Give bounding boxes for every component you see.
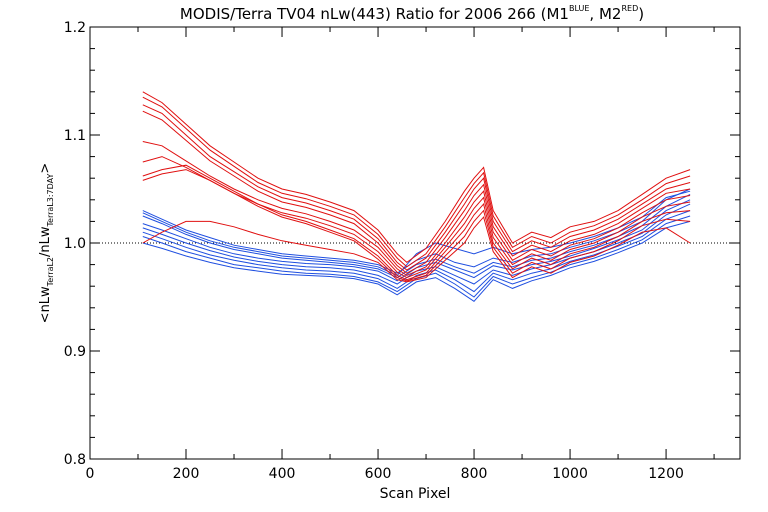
series-layer	[142, 91, 691, 302]
x-tick-label-2: 400	[269, 466, 296, 482]
series-line-blue-0	[142, 188, 691, 274]
x-tick-label-4: 800	[461, 466, 488, 482]
y-tick-label-1: 0.9	[64, 344, 86, 360]
series-line-red-10	[142, 104, 691, 271]
y-axis-label-b: /nLw	[38, 226, 53, 257]
series-line-blue-3	[142, 203, 691, 285]
series-line-red-16	[142, 216, 691, 283]
x-tick-label-6: 1200	[648, 466, 684, 482]
y-tick-label-3: 1.1	[64, 128, 86, 144]
x-tick-label-5: 1000	[552, 466, 588, 482]
y-axis-label: <nLwTerraL2/nLwTerraL3:7DAY>	[38, 163, 55, 324]
chart-title-end: )	[638, 5, 644, 23]
series-line-red-9	[142, 96, 691, 268]
series-line-blue-2	[142, 199, 691, 282]
x-tick-label-0: 0	[86, 466, 95, 482]
y-axis-label-sub1: TerraL2	[46, 257, 55, 287]
y-tick-label-2: 1.0	[64, 236, 86, 252]
x-tick-label-3: 600	[365, 466, 392, 482]
y-axis-label-c: >	[38, 163, 53, 174]
series-line-red-15	[142, 169, 691, 282]
x-axis-label: Scan Pixel	[380, 486, 451, 502]
y-axis-label-a: <nLw	[38, 286, 53, 323]
y-tick-label-0: 0.8	[64, 452, 86, 468]
series-line-blue-6	[142, 220, 691, 302]
chart-title-mid: , M2	[589, 5, 621, 23]
chart-title-sup-blue: BLUE	[569, 4, 589, 13]
series-line-red-12	[142, 141, 691, 276]
series-line-red-11	[142, 110, 691, 274]
y-axis-label-sub2: TerraL3:7DAY	[46, 173, 55, 227]
x-tick-label-1: 200	[173, 466, 200, 482]
series-line-red-14	[142, 164, 691, 281]
series-line-blue-7	[142, 190, 691, 277]
chart-title-main: MODIS/Terra TV04 nLw(443) Ratio for 2006…	[180, 5, 569, 23]
series-line-red-13	[142, 156, 691, 279]
axes-layer: 0 200 400 600 800 1000 1200 0.8 0.9 1.0 1.1 1.2	[64, 20, 740, 482]
chart-title: MODIS/Terra TV04 nLw(443) Ratio for 2006…	[180, 4, 644, 23]
y-tick-label-4: 1.2	[64, 20, 86, 36]
series-line-red-8	[142, 91, 691, 264]
chart-title-sup-red: RED	[621, 4, 638, 13]
